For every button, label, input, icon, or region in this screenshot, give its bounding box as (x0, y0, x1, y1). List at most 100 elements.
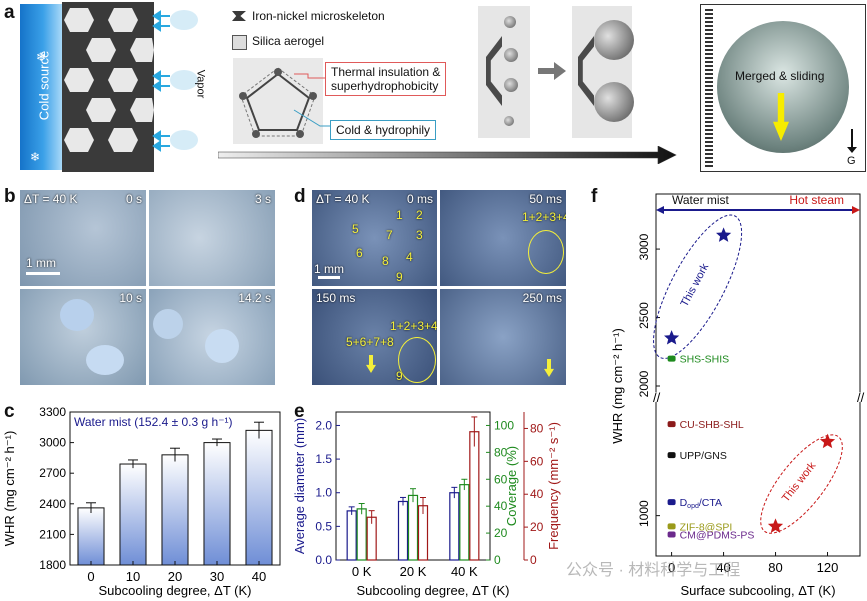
panel-label-e: e (294, 401, 305, 422)
y-axis-label: WHR (mg cm⁻² h⁻¹) (610, 328, 625, 444)
panel-label-d: d (294, 186, 306, 207)
y-tick-label-left: 1.5 (315, 452, 332, 466)
gravity-arrow (851, 129, 853, 149)
reference-label: CU-SHB-SHL (680, 419, 744, 431)
x-tick-label: 0 (668, 560, 675, 575)
d-delta-t: ΔT = 40 K (316, 192, 370, 206)
y-axis-label-right2: Frequency (mm⁻² s⁻¹) (546, 422, 561, 550)
bar (469, 431, 480, 561)
y-tick-label: 3000 (39, 436, 66, 450)
chart-f-whr-comparison: // // Water mist Hot steam 2000 2500 3000 1000 0… (610, 193, 867, 598)
stage-arrow (538, 62, 566, 80)
star-mist (664, 330, 680, 345)
bar (77, 507, 105, 566)
d-num-3: 3 (416, 228, 423, 242)
bar (459, 484, 470, 561)
axis-break-mark: // (653, 390, 661, 405)
y-tick-label-left: 0.5 (315, 519, 332, 533)
merge-ellipse (398, 337, 436, 383)
merged-droplet-frame: Merged & sliding G (700, 4, 866, 172)
bar (356, 508, 367, 561)
bar (397, 500, 409, 561)
ellipse-label-steam: This work (780, 460, 819, 505)
annotation: Water mist (152.4 ± 0.3 g h⁻¹) (74, 415, 233, 429)
x-axis-label: Subcooling degree, ΔT (K) (357, 583, 510, 598)
reference-marker (667, 523, 676, 530)
thermal-insulation-box: Thermal insulation & superhydrophobicity (325, 62, 447, 96)
photo-d-1: 50 ms 1+2+3+4 (440, 190, 566, 286)
bar (161, 454, 189, 566)
d-num-8: 8 (382, 254, 389, 268)
band-arrow-head-left (656, 206, 664, 214)
droplet-stage-2 (572, 6, 634, 138)
bar (203, 442, 231, 566)
reference-marker (667, 499, 676, 506)
y-tick-label-right2: 80 (530, 421, 544, 435)
band-left-label: Water mist (672, 193, 730, 207)
pentagon-schematic (233, 58, 323, 144)
aerogel-legend-icon (232, 35, 247, 50)
reference-label: CM@PDMS-PS (680, 529, 755, 541)
callout-lines (293, 73, 330, 127)
x-tick-label: 0 (87, 569, 94, 584)
vapor-arrows-illustration (152, 10, 198, 152)
slide-arrow-icon (544, 359, 554, 377)
x-axis-label: Surface subcooling, ΔT (K) (680, 583, 835, 598)
y-tick-label-right2: 0 (530, 553, 537, 567)
panel-label-c: c (4, 401, 15, 422)
y-tick-label-right1: 100 (494, 418, 514, 432)
y-tick-label: 3000 (637, 233, 651, 260)
x-tick-label: 20 (168, 569, 182, 584)
y-tick-label: 2700 (39, 466, 66, 480)
bar (449, 492, 460, 561)
snowflake-icon: ❄ (30, 150, 41, 164)
vapor-label: Vapor (194, 69, 207, 99)
bar (245, 429, 273, 566)
photo-d-3: 250 ms (440, 289, 566, 385)
y-tick-label-right1: 40 (494, 499, 508, 513)
y-tick-label: 1000 (637, 500, 651, 527)
x-tick-label: 30 (210, 569, 224, 584)
reference-marker (667, 531, 676, 538)
y-tick-label: 1800 (39, 558, 66, 572)
panel-label-a: a (4, 2, 15, 23)
y-tick-label-right1: 20 (494, 526, 508, 540)
d-num-4: 4 (406, 250, 413, 264)
reference-marker (667, 355, 676, 362)
d-time-1: 50 ms (529, 192, 562, 206)
watermark: 公众号 · 材料科学与工程 (566, 562, 741, 579)
b-scale-label: 1 mm (26, 256, 56, 270)
gravity-label: G (847, 155, 856, 167)
b-time-3: 14.2 s (238, 291, 271, 305)
y-tick-label-right2: 60 (530, 454, 544, 468)
slide-arrow-icon (366, 355, 376, 373)
bar (119, 463, 147, 566)
x-tick-label: 10 (126, 569, 140, 584)
y-tick-label: 2000 (637, 370, 651, 397)
plot-frame (655, 193, 861, 557)
band-arrow-head-right (852, 206, 860, 214)
reference-marker (667, 421, 676, 428)
y-tick-label: 3300 (39, 405, 66, 419)
droplet (60, 299, 94, 331)
y-tick-label-right1: 0 (494, 553, 501, 567)
cold-hydrophily-box: Cold & hydrophily (330, 120, 437, 140)
photo-b-1: 3 s (149, 190, 275, 286)
y-tick-label-right2: 20 (530, 520, 544, 534)
y-axis-label: WHR (mg cm⁻² h⁻¹) (2, 431, 17, 547)
scale-bar (26, 272, 60, 275)
x-axis-label: Subcooling degree, ΔT (K) (99, 583, 252, 598)
y-axis-label-right1: Coverage (%) (504, 446, 519, 526)
scale-bar (318, 276, 340, 279)
thermal-line-1: Thermal insulation & (331, 65, 441, 79)
d-num-7: 7 (386, 228, 393, 242)
process-arrow (218, 146, 677, 164)
merge-ellipse (528, 230, 564, 274)
photo-b-3: 14.2 s (149, 289, 275, 385)
b-time-1: 3 s (254, 192, 271, 206)
d-time-2: 150 ms (316, 291, 356, 305)
d-merge-2: 1+2+3+4 (390, 319, 437, 333)
x-tick-label: 80 (768, 560, 782, 575)
photo-b-2: 10 s (20, 289, 146, 385)
d-merge-1: 1+2+3+4 (522, 210, 566, 224)
